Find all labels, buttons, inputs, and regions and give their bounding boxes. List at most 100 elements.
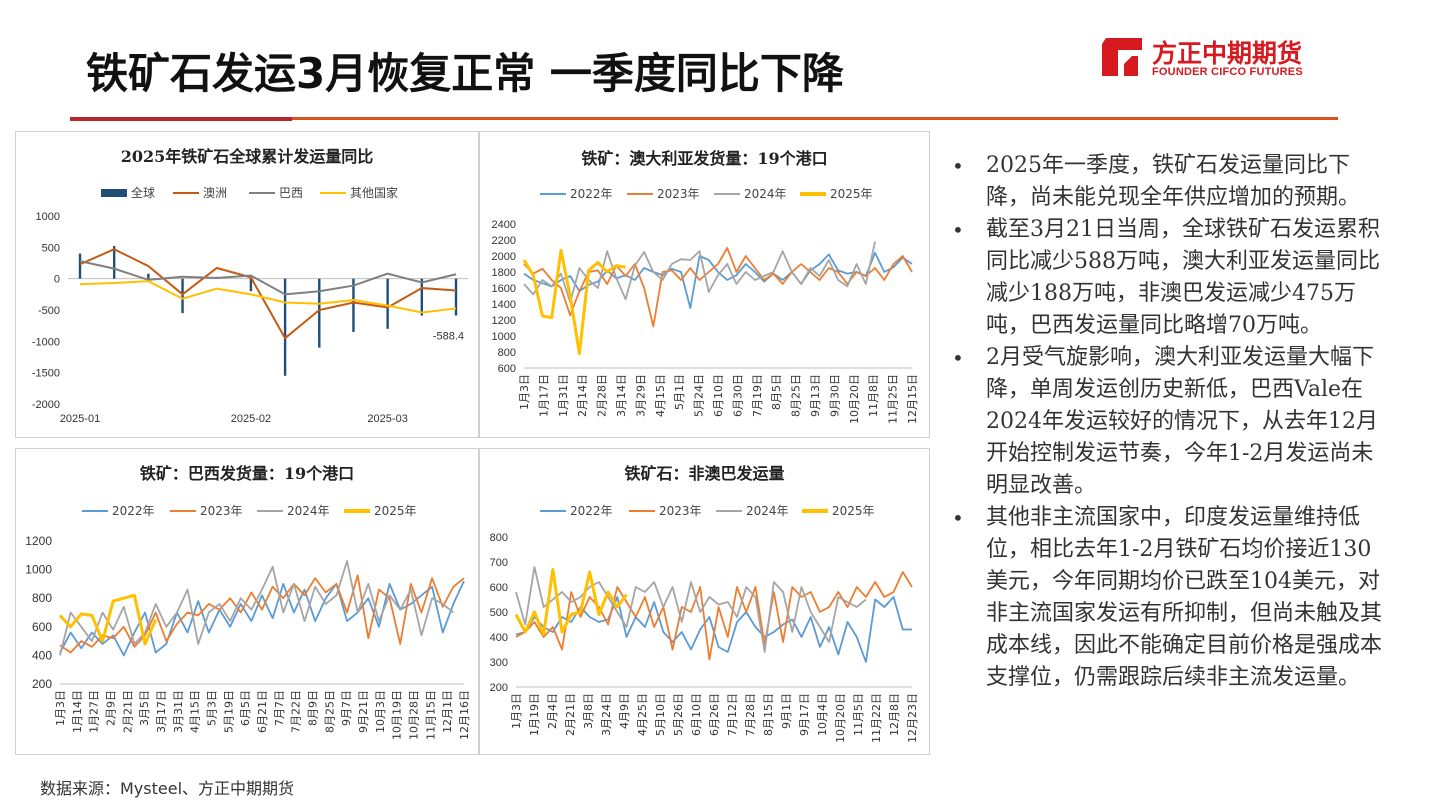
legend-label: 巴西	[279, 186, 303, 200]
y-tick-label: 500	[490, 607, 508, 619]
x-tick-label: 8月15日	[762, 693, 775, 736]
legend-label: 2023年	[659, 504, 702, 518]
y-tick-label: 800	[32, 591, 52, 605]
y-tick-label: -2000	[32, 399, 60, 411]
chart-title: 铁矿：澳大利亚发货量：19个港口	[581, 149, 827, 168]
y-tick-label: 800	[498, 347, 516, 359]
x-tick-label: 10月4日	[816, 693, 829, 736]
y-tick-label: 0	[54, 274, 60, 286]
chart-panel-non-aus-brazil: 铁矿石：非澳巴发运量 2022年 2023年 2024年 2025年 800 700 600 5…	[479, 448, 930, 755]
x-tick-label: 5月1日	[673, 374, 686, 410]
bar-global	[181, 278, 184, 314]
chart-australia-shipments: 铁矿：澳大利亚发货量：19个港口 2022年 2023年 2024年 2025年 2400…	[492, 149, 919, 424]
chart-brazil-shipments: 铁矿：巴西发货量：19个港口 2022年 2023年 2024年 2025年 1200 10…	[25, 464, 471, 740]
header-divider-accent	[70, 117, 292, 121]
chart-non-aus-brazil-shipments: 铁矿石：非澳巴发运量 2022年 2023年 2024年 2025年 800 700 600 5…	[490, 464, 919, 743]
x-tick-label: 2月4日	[546, 693, 559, 729]
y-tick-label: 200	[490, 682, 508, 694]
y-tick-label: 300	[490, 657, 508, 669]
x-tick-label: 6月10日	[712, 374, 725, 417]
data-source-note: 数据来源：Mysteel、方正中期期货	[40, 779, 295, 798]
data-label-global-last: -588.4	[433, 331, 464, 343]
y-tick-label: 700	[490, 557, 508, 569]
x-tick-label: 9月7日	[340, 690, 353, 726]
legend-label: 其他国家	[350, 185, 398, 200]
x-tick-label: 10月3日	[374, 690, 387, 733]
x-tick-label: 6月21日	[256, 690, 269, 733]
x-tick-label: 2025-01	[60, 413, 100, 425]
x-tick-label: 4月15日	[189, 690, 202, 733]
y-tick-label: 1200	[25, 534, 52, 548]
x-tick-label: 10月20日	[848, 374, 861, 424]
series-line-2025年	[58, 593, 158, 646]
x-tick-label: 6月5日	[239, 690, 252, 726]
y-tick-label: 2400	[492, 219, 516, 231]
x-tick-label: 4月25日	[636, 693, 649, 736]
x-tick-label: 9月1日	[780, 693, 793, 729]
x-tick-label: 5月19日	[222, 690, 235, 733]
x-tick-label: 1月17日	[537, 374, 550, 417]
series-line-澳洲	[79, 248, 457, 340]
x-tick-label: 5月26日	[672, 693, 685, 736]
y-tick-label: 500	[42, 242, 60, 254]
x-tick-label: 2月9日	[105, 690, 118, 726]
series-line-2023年	[523, 247, 913, 328]
legend-label: 2025年	[374, 504, 417, 518]
y-tick-label: -500	[38, 305, 60, 317]
bar-global	[454, 278, 458, 316]
x-tick-label: 8月9日	[307, 690, 320, 726]
y-tick-label: 600	[490, 582, 508, 594]
x-tick-label: 10月28日	[408, 690, 421, 740]
x-tick-label: 11月25日	[887, 374, 900, 424]
x-tick-label: 2月28日	[596, 374, 609, 417]
x-tick-label: 11月22日	[870, 693, 883, 743]
bar-global	[420, 278, 424, 316]
y-tick-label: 600	[32, 620, 52, 634]
x-tick-label: 6月10日	[690, 693, 703, 736]
x-tick-label: 9月13日	[809, 374, 822, 417]
bar-global	[249, 278, 253, 292]
legend-label: 2024年	[744, 187, 787, 201]
x-tick-label: 9月21日	[357, 690, 370, 733]
bar-global	[352, 278, 355, 332]
x-tick-label: 11月15日	[424, 690, 437, 740]
header-divider	[70, 117, 1338, 120]
series-line-2022年	[59, 580, 465, 657]
legend-label: 澳洲	[203, 186, 227, 200]
bar-global	[112, 246, 116, 279]
company-logo: 方正中期期货 FOUNDER CIFCO FUTURES	[1098, 34, 1338, 84]
y-tick-label: 400	[490, 632, 508, 644]
x-tick-label: 7月12日	[726, 693, 739, 736]
x-tick-label: 9月30日	[828, 374, 841, 417]
series-line-2025年	[514, 568, 628, 636]
chart-panel-brazil: 铁矿：巴西发货量：19个港口 2022年 2023年 2024年 2025年 1200 10…	[15, 448, 479, 755]
x-tick-label: 12月16日	[458, 690, 471, 740]
x-tick-label: 1月31日	[557, 374, 570, 417]
summary-bullets: 2025年一季度，铁矿石发运量同比下降，尚未能兑现全年供应增加的预期。 截至3月…	[952, 150, 1392, 694]
bar-global	[283, 278, 287, 376]
chart-title: 铁矿：巴西发货量：19个港口	[140, 464, 354, 483]
x-tick-label: 12月8日	[888, 693, 901, 736]
legend-label: 2025年	[830, 187, 873, 201]
x-tick-label: 7月22日	[290, 690, 303, 733]
x-tick-label: 1月3日	[518, 374, 531, 410]
y-tick-label: 800	[490, 532, 508, 544]
x-tick-label: 2月21日	[121, 690, 134, 733]
x-tick-label: 10月19日	[391, 690, 404, 740]
x-tick-label: 3月24日	[600, 693, 613, 736]
series-line-巴西	[79, 260, 457, 296]
x-tick-label: 12月15日	[906, 374, 919, 424]
legend-label: 2025年	[832, 504, 875, 518]
x-tick-label: 11月8日	[867, 374, 880, 417]
x-tick-label: 3月31日	[172, 690, 185, 733]
x-tick-label: 8月25日	[790, 374, 803, 417]
x-tick-label: 1月27日	[88, 690, 101, 733]
x-tick-label: 8月25日	[323, 690, 336, 733]
x-tick-label: 2月21日	[564, 693, 577, 736]
x-tick-label: 4月9日	[618, 693, 631, 729]
x-tick-label: 3月8日	[582, 693, 595, 729]
bullet-item: 2025年一季度，铁矿石发运量同比下降，尚未能兑现全年供应增加的预期。	[952, 150, 1392, 214]
x-tick-label: 1月3日	[54, 690, 67, 726]
legend-label: 2023年	[657, 187, 700, 201]
